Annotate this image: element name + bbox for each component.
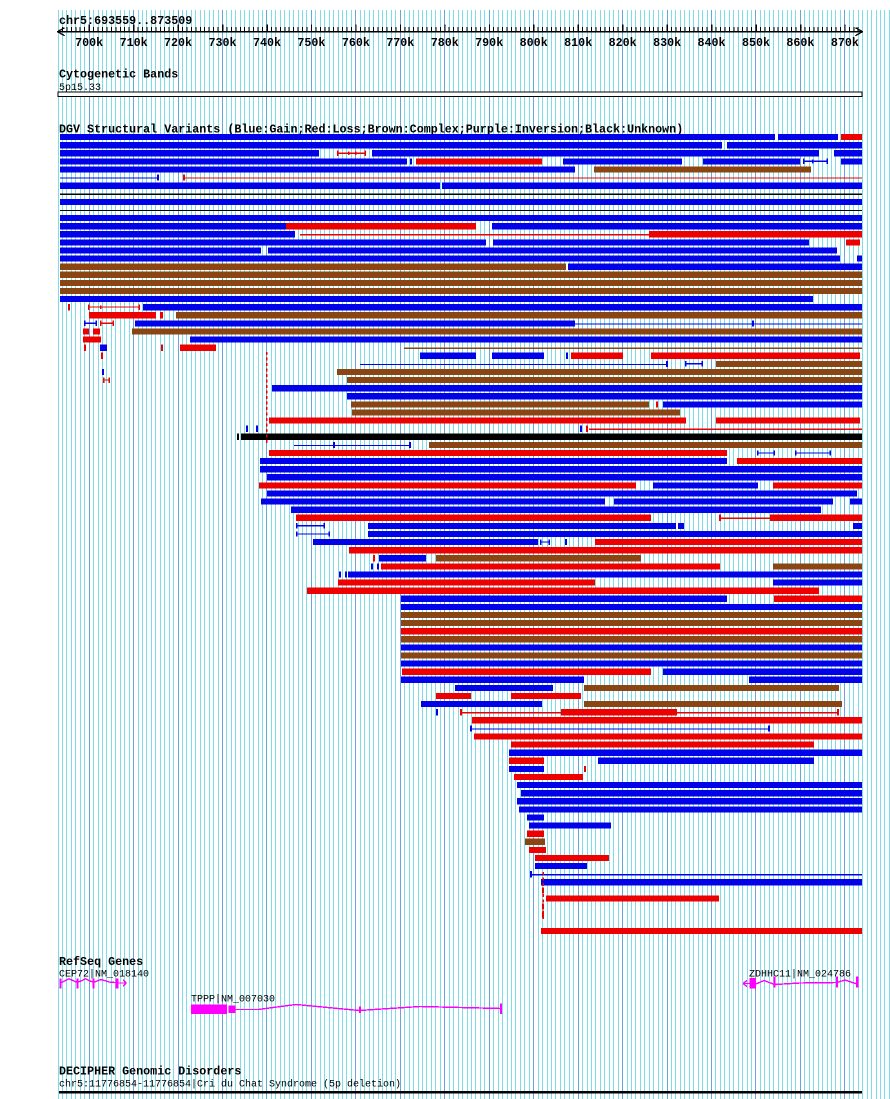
- svg-text:790k: 790k: [475, 36, 503, 50]
- svg-text:700k: 700k: [75, 36, 103, 50]
- svg-text:770k: 770k: [386, 36, 414, 50]
- svg-text:RefSeq Genes: RefSeq Genes: [59, 955, 143, 969]
- svg-text:780k: 780k: [431, 36, 459, 50]
- svg-text:chr5:693559..873509: chr5:693559..873509: [59, 14, 192, 28]
- svg-text:870k: 870k: [831, 36, 859, 50]
- svg-text:TPPP|NM_007030: TPPP|NM_007030: [191, 994, 275, 1006]
- svg-text:850k: 850k: [742, 36, 770, 50]
- svg-text:830k: 830k: [653, 36, 681, 50]
- svg-text:760k: 760k: [342, 36, 370, 50]
- svg-text:Cytogenetic Bands: Cytogenetic Bands: [59, 68, 178, 82]
- svg-text:DECIPHER Genomic Disorders: DECIPHER Genomic Disorders: [59, 1065, 241, 1079]
- svg-text:730k: 730k: [208, 36, 236, 50]
- svg-text:750k: 750k: [297, 36, 325, 50]
- svg-text:ZDHHC11|NM_024786: ZDHHC11|NM_024786: [749, 969, 851, 981]
- svg-text:820k: 820k: [609, 36, 637, 50]
- svg-text:5p15.33: 5p15.33: [59, 83, 101, 94]
- svg-text:CEP72|NM_018140: CEP72|NM_018140: [59, 969, 149, 981]
- svg-text:710k: 710k: [120, 36, 148, 50]
- svg-text:chr5:11776854-11776854|Cri du: chr5:11776854-11776854|Cri du Chat Syndr…: [59, 1079, 401, 1091]
- svg-text:800k: 800k: [520, 36, 548, 50]
- svg-text:DGV Structural Variants (Blue:: DGV Structural Variants (Blue:Gain;Red:L…: [59, 123, 683, 137]
- svg-text:720k: 720k: [164, 36, 192, 50]
- svg-text:810k: 810k: [564, 36, 592, 50]
- svg-text:740k: 740k: [253, 36, 281, 50]
- svg-text:840k: 840k: [697, 36, 725, 50]
- svg-text:860k: 860k: [786, 36, 814, 50]
